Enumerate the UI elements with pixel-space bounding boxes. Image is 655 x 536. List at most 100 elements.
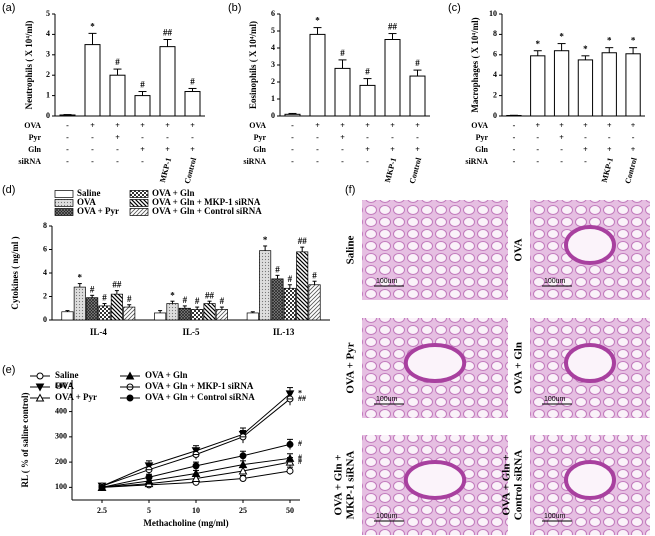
bar [577, 59, 594, 117]
bar [98, 305, 111, 321]
y-tick-label: 4 [493, 70, 497, 79]
x-tick-label: 5 [147, 506, 151, 515]
y-tick-label: 100 [55, 482, 67, 491]
significance-mark: # [190, 77, 195, 87]
x-axis-label: Methacholine (mg/ml) [143, 518, 228, 528]
panel-label: (f) [345, 184, 355, 196]
significance-mark: # [220, 296, 225, 306]
significance-mark: # [340, 48, 345, 58]
airway [564, 343, 616, 383]
treatment-value: - [560, 157, 563, 166]
y-tick-label: 4 [271, 43, 275, 52]
legend-swatch [129, 199, 149, 207]
bar [203, 303, 216, 321]
y-tick-label: 200 [55, 457, 67, 466]
significance-mark: # [298, 453, 302, 462]
treatment-value: + [415, 121, 420, 130]
significance-mark: ## [298, 236, 308, 246]
treatment-value: + [115, 121, 120, 130]
significance-mark: * [583, 44, 588, 54]
marker [98, 483, 106, 491]
treatment-value: Control [623, 156, 639, 185]
y-tick-label: 0 [493, 111, 497, 120]
treatment-value: - [291, 157, 294, 166]
micrograph-label: OVA + Pyr [345, 342, 357, 393]
treatment-value: - [141, 157, 144, 166]
panel-label: (c) [448, 2, 461, 14]
treatment-value: - [116, 145, 119, 154]
y-tick-label: 5 [46, 9, 50, 18]
significance-mark: # [275, 264, 280, 274]
micrograph-label: OVA [513, 238, 525, 261]
micrograph [362, 200, 508, 300]
bar [178, 307, 191, 321]
treatment-label: siRNA [465, 157, 488, 166]
bar [334, 67, 351, 117]
x-tick-label: IL-4 [90, 327, 108, 337]
y-axis-label: Eosinophils ( X 10⁴/ml) [248, 21, 258, 109]
bar [84, 44, 101, 117]
panel-label: (a) [2, 2, 15, 14]
micrograph-label: OVA + Gln [513, 342, 525, 394]
bar [284, 113, 301, 117]
treatment-value: + [140, 121, 145, 130]
significance-mark: * [559, 32, 564, 42]
marker [239, 452, 247, 460]
treatment-value: + [631, 121, 636, 130]
scale-bar-label: 100um [376, 396, 398, 403]
panel-label: (e) [2, 364, 15, 376]
bar [308, 284, 321, 321]
bar [215, 309, 228, 321]
treatment-value: + [165, 121, 170, 130]
bar [134, 95, 151, 117]
airway [564, 225, 616, 265]
treatment-value: + [559, 133, 564, 142]
significance-mark: # [127, 294, 132, 304]
treatment-value: + [190, 121, 195, 130]
treatment-value: - [316, 157, 319, 166]
significance-mark: # [312, 270, 317, 280]
treatment-value: - [291, 133, 294, 142]
treatment-value: + [365, 145, 370, 154]
y-tick-label: 500 [55, 381, 67, 390]
x-tick-label: 2.5 [97, 506, 107, 515]
treatment-value: - [66, 121, 69, 130]
significance-mark: * [263, 235, 268, 245]
significance-mark: # [298, 439, 302, 448]
treatment-value: - [341, 145, 344, 154]
treatment-label: Pyr [254, 133, 267, 142]
legend-label: OVA + Pyr [77, 206, 119, 216]
legend-label: OVA + Gln + Control siRNA [145, 392, 255, 402]
significance-mark: # [415, 58, 420, 68]
treatment-value: - [513, 121, 516, 130]
marker [285, 453, 295, 462]
micrograph-label: MKP-1 siRNA [345, 451, 357, 520]
y-tick-label: 3 [271, 60, 275, 69]
y-tick-label: 6 [43, 244, 47, 253]
y-axis-label: Macrophages ( X 10⁴/ml) [470, 17, 480, 112]
bar [283, 287, 296, 321]
marker [35, 393, 45, 402]
bar [530, 55, 546, 117]
significance-mark: * [170, 290, 175, 300]
marker [239, 475, 247, 483]
y-tick-label: 3 [46, 50, 50, 59]
significance-mark: * [298, 389, 302, 398]
treatment-value: - [191, 133, 194, 142]
airway [403, 460, 467, 500]
bar [191, 309, 204, 321]
treatment-label: Gln [475, 145, 488, 154]
bar [110, 293, 123, 321]
y-axis-label: Neutrophils ( X 10⁴/ml) [24, 21, 34, 110]
treatment-label: Gln [28, 145, 41, 154]
treatment-value: - [66, 133, 69, 142]
y-tick-label: 0 [271, 111, 275, 120]
treatment-value: - [513, 145, 516, 154]
y-tick-label: 0 [46, 111, 50, 120]
treatment-value: - [513, 157, 516, 166]
treatment-label: OVA [24, 121, 41, 130]
bar [384, 39, 401, 117]
significance-mark: # [140, 80, 145, 90]
treatment-value: - [536, 133, 539, 142]
y-axis-label: Cytokines ( ng/ml ) [10, 236, 20, 309]
